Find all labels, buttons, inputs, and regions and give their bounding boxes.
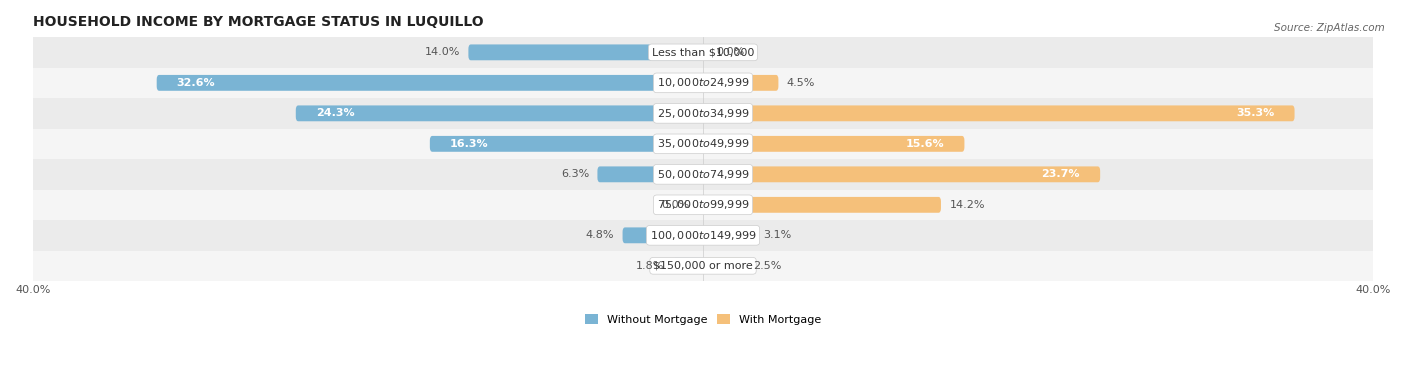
- Text: $10,000 to $24,999: $10,000 to $24,999: [657, 77, 749, 89]
- FancyBboxPatch shape: [703, 197, 941, 213]
- Bar: [32, 159, 1374, 190]
- Text: Source: ZipAtlas.com: Source: ZipAtlas.com: [1274, 23, 1385, 33]
- Text: 4.8%: 4.8%: [586, 230, 614, 240]
- Bar: [32, 129, 1374, 159]
- Legend: Without Mortgage, With Mortgage: Without Mortgage, With Mortgage: [581, 310, 825, 329]
- Text: 14.2%: 14.2%: [949, 200, 984, 210]
- Bar: [32, 220, 1374, 251]
- Text: HOUSEHOLD INCOME BY MORTGAGE STATUS IN LUQUILLO: HOUSEHOLD INCOME BY MORTGAGE STATUS IN L…: [32, 15, 484, 29]
- FancyBboxPatch shape: [468, 44, 703, 60]
- Bar: [32, 67, 1374, 98]
- FancyBboxPatch shape: [703, 258, 745, 274]
- Text: 16.3%: 16.3%: [450, 139, 488, 149]
- Text: $25,000 to $34,999: $25,000 to $34,999: [657, 107, 749, 120]
- Text: 2.5%: 2.5%: [754, 261, 782, 271]
- Text: 1.8%: 1.8%: [636, 261, 665, 271]
- Text: $35,000 to $49,999: $35,000 to $49,999: [657, 137, 749, 150]
- Bar: [32, 251, 1374, 281]
- Text: $100,000 to $149,999: $100,000 to $149,999: [650, 229, 756, 242]
- Text: $150,000 or more: $150,000 or more: [654, 261, 752, 271]
- Text: 15.6%: 15.6%: [905, 139, 945, 149]
- Text: 14.0%: 14.0%: [425, 48, 460, 57]
- FancyBboxPatch shape: [295, 106, 703, 121]
- Text: 23.7%: 23.7%: [1042, 169, 1080, 179]
- FancyBboxPatch shape: [156, 75, 703, 91]
- Text: 4.5%: 4.5%: [787, 78, 815, 88]
- FancyBboxPatch shape: [598, 166, 703, 182]
- Text: $50,000 to $74,999: $50,000 to $74,999: [657, 168, 749, 181]
- FancyBboxPatch shape: [703, 227, 755, 243]
- Text: Less than $10,000: Less than $10,000: [652, 48, 754, 57]
- Bar: [32, 98, 1374, 129]
- Text: 0.0%: 0.0%: [661, 200, 689, 210]
- Text: 0.0%: 0.0%: [717, 48, 745, 57]
- FancyBboxPatch shape: [703, 75, 779, 91]
- Text: 3.1%: 3.1%: [763, 230, 792, 240]
- FancyBboxPatch shape: [623, 227, 703, 243]
- Text: 35.3%: 35.3%: [1236, 108, 1274, 118]
- FancyBboxPatch shape: [703, 136, 965, 152]
- Text: 32.6%: 32.6%: [177, 78, 215, 88]
- FancyBboxPatch shape: [703, 166, 1099, 182]
- Text: 6.3%: 6.3%: [561, 169, 589, 179]
- FancyBboxPatch shape: [703, 106, 1295, 121]
- FancyBboxPatch shape: [673, 258, 703, 274]
- Text: $75,000 to $99,999: $75,000 to $99,999: [657, 198, 749, 211]
- Bar: [32, 37, 1374, 67]
- Bar: [32, 190, 1374, 220]
- FancyBboxPatch shape: [430, 136, 703, 152]
- Text: 24.3%: 24.3%: [316, 108, 354, 118]
